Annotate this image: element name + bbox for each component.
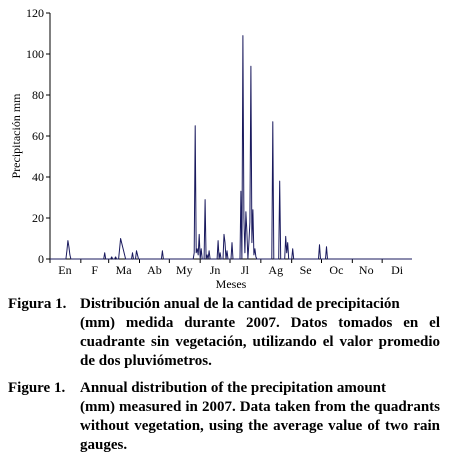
- caption-body: (mm) measured in 2007. Data taken from t…: [80, 399, 440, 453]
- caption-first-line: Annual distribution of the precipitation…: [80, 380, 387, 396]
- x-tick-label: Oc: [329, 263, 343, 277]
- precipitation-series-line: [50, 35, 412, 260]
- x-axis-label: Meses: [216, 277, 247, 290]
- x-tick-label: Se: [300, 263, 312, 277]
- figure-caption-spanish: Figura 1. Distribución anual de la canti…: [8, 295, 440, 371]
- caption-first-line: Distribución anual de la cantidad de pre…: [80, 296, 400, 312]
- x-tick-label: Jn: [210, 263, 221, 277]
- y-tick-label: 20: [32, 211, 44, 225]
- y-axis-label: Precipitación mm: [9, 93, 23, 179]
- y-tick-label: 60: [32, 129, 44, 143]
- y-tick-label: 40: [32, 170, 44, 184]
- x-tick-label: Ab: [147, 263, 162, 277]
- y-tick-label: 120: [26, 6, 44, 20]
- x-tick-label: Ag: [268, 263, 283, 277]
- x-tick-label: Ma: [116, 263, 133, 277]
- figure-caption-english: Figure 1. Annual distribution of the pre…: [8, 379, 440, 455]
- x-axis-month-ticks: En F Ma Ab My Jn Jl Ag Se Oc No Di: [49, 259, 404, 277]
- x-tick-label: No: [359, 263, 374, 277]
- y-tick-label: 100: [26, 47, 44, 61]
- caption-label: Figure 1.: [8, 380, 66, 396]
- caption-label: Figura 1.: [8, 296, 67, 312]
- y-tick-label: 80: [32, 88, 44, 102]
- y-tick-label: 0: [38, 252, 44, 266]
- x-tick-label: Jl: [241, 263, 250, 277]
- x-tick-label: En: [58, 263, 71, 277]
- x-tick-label: F: [91, 263, 98, 277]
- caption-body: (mm) medida durante 2007. Datos tomados …: [80, 315, 440, 369]
- x-tick-label: Di: [391, 263, 404, 277]
- y-axis-ticks: 0 20 40 60 80 100 120: [26, 6, 50, 266]
- x-tick-label: My: [176, 263, 193, 277]
